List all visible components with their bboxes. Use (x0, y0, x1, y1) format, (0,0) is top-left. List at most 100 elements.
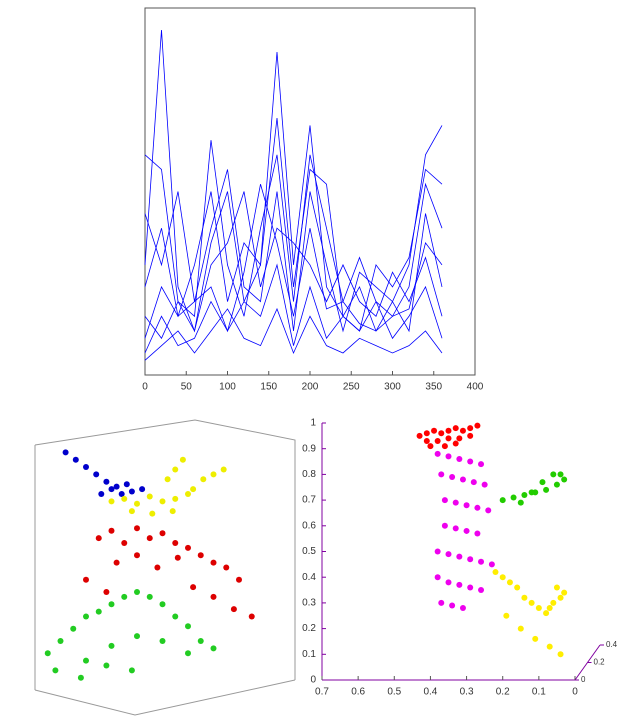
point (103, 478, 110, 485)
point (146, 593, 153, 600)
point (521, 491, 528, 498)
point (172, 495, 179, 502)
point (95, 608, 102, 615)
point (164, 476, 171, 483)
point (128, 667, 135, 674)
point (535, 605, 542, 612)
point (159, 638, 166, 644)
point (95, 535, 102, 542)
point (434, 450, 441, 457)
point (134, 633, 140, 640)
x-tick-label: 0.7 (315, 687, 329, 698)
cube-frame (34, 419, 296, 716)
point (423, 437, 430, 444)
point (190, 584, 197, 591)
point (210, 471, 217, 478)
x-tick-label: 0.3 (460, 687, 474, 698)
point (434, 437, 441, 444)
point (521, 594, 528, 601)
y-tick-label: 0.5 (302, 546, 316, 557)
point (121, 495, 128, 502)
point (438, 430, 445, 437)
point (459, 427, 466, 434)
point (210, 593, 217, 600)
point (83, 464, 89, 471)
point (445, 551, 452, 558)
point (445, 427, 452, 434)
point (456, 435, 463, 442)
point (557, 471, 564, 478)
y-tick-label: 0.2 (302, 623, 316, 634)
point (83, 576, 89, 583)
point (185, 544, 191, 551)
y-tick-label: 1 (310, 418, 316, 429)
point (118, 491, 125, 497)
point (539, 479, 546, 486)
point (185, 650, 191, 657)
point (514, 584, 521, 591)
point (441, 443, 448, 450)
point (463, 502, 470, 509)
point (416, 432, 423, 439)
point (506, 579, 513, 586)
point (517, 625, 524, 632)
point (149, 510, 156, 517)
point (200, 476, 207, 483)
y-tick-label: 0 (310, 675, 316, 686)
point (478, 558, 485, 565)
point (70, 625, 77, 632)
point (146, 493, 153, 500)
point (561, 589, 568, 596)
point (172, 466, 179, 473)
point (517, 499, 524, 506)
point (459, 476, 466, 483)
data-line (144, 191, 443, 340)
z-tick-label: 0.4 (606, 640, 618, 649)
data-line (144, 184, 443, 333)
point (456, 581, 463, 588)
point (62, 449, 69, 456)
point (427, 443, 434, 450)
point (220, 466, 227, 473)
point (561, 476, 568, 483)
point (134, 552, 140, 559)
point (449, 473, 456, 480)
point (456, 455, 463, 462)
bottom-right-axes (321, 423, 601, 681)
x-tick-label: 200 (302, 382, 319, 393)
point (223, 564, 230, 571)
point (467, 458, 474, 465)
point (128, 488, 135, 495)
data-line (144, 307, 443, 361)
point (108, 486, 115, 493)
point (83, 613, 89, 620)
point (441, 522, 448, 529)
point (550, 599, 557, 606)
point (557, 651, 564, 658)
point (499, 574, 506, 581)
point (528, 489, 535, 496)
x-tick-label: 0.5 (387, 687, 401, 698)
y-tick-label: 0.3 (302, 598, 316, 609)
point (510, 494, 517, 501)
point (197, 638, 204, 644)
point (128, 508, 135, 515)
z-tick-label: 0.2 (594, 658, 606, 667)
y-tick-label: 0.6 (302, 520, 316, 531)
point (467, 584, 474, 591)
point (438, 599, 445, 606)
point (532, 635, 539, 642)
point (134, 500, 140, 507)
point (553, 481, 560, 488)
point (470, 479, 477, 486)
x-tick-label: 0.4 (423, 687, 437, 698)
point (172, 540, 179, 546)
x-tick-label: 100 (219, 382, 236, 393)
point (230, 606, 237, 613)
point (488, 561, 495, 568)
point (57, 638, 64, 644)
point (441, 497, 448, 504)
point (103, 589, 110, 595)
data-line (144, 118, 443, 339)
point (550, 471, 557, 478)
